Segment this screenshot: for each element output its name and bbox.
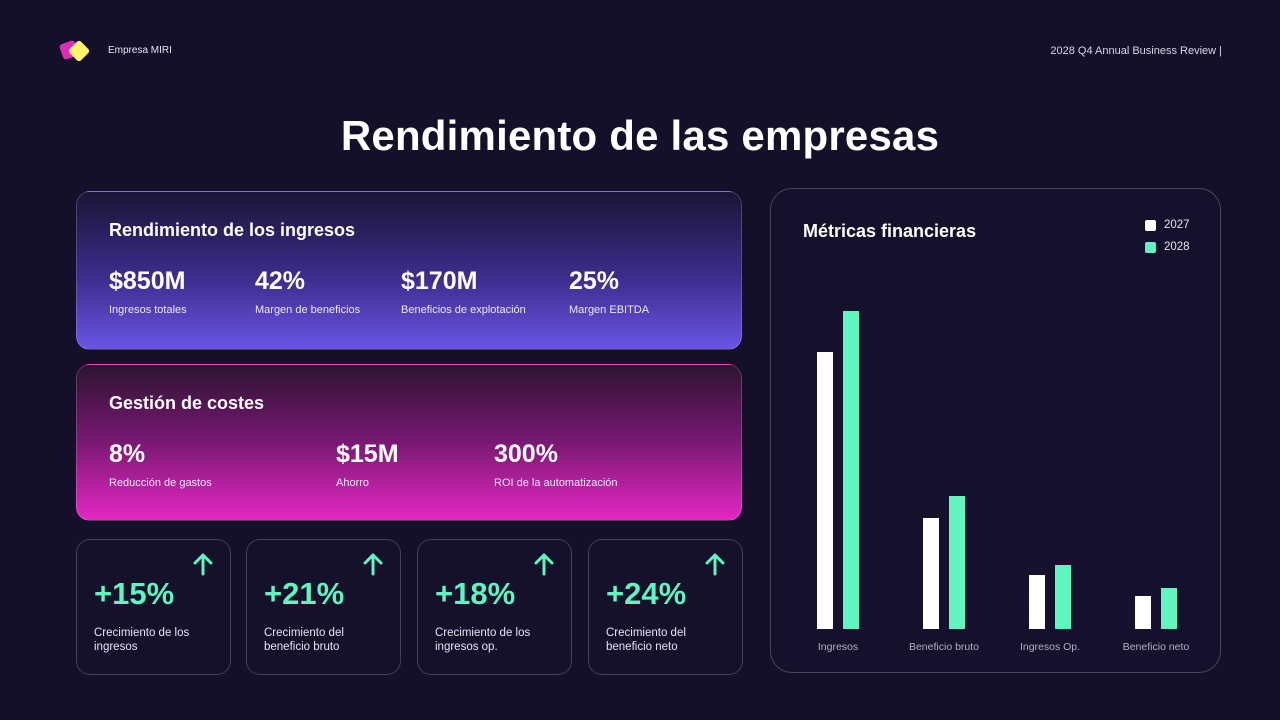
growth-label: Crecimiento del beneficio bruto bbox=[264, 627, 344, 653]
metric-value: $15M bbox=[336, 440, 399, 468]
metric-label: Beneficios de explotación bbox=[401, 304, 526, 316]
bar-2028-ingresos-op- bbox=[1055, 565, 1071, 629]
metric-label: Ahorro bbox=[336, 477, 370, 489]
arrow-up-icon bbox=[705, 553, 725, 576]
growth-value: +15% bbox=[94, 576, 175, 611]
x-axis-label: Ingresos bbox=[817, 641, 859, 653]
bar-2027-ingresos bbox=[817, 352, 833, 629]
metric-label: Reducción de gastos bbox=[109, 477, 212, 489]
metric-ebitda-margin: 25% Margen EBITDA bbox=[569, 266, 649, 316]
metric-expense-reduction: 8% Reducción de gastos bbox=[109, 439, 212, 489]
x-axis-label: Beneficio bruto bbox=[908, 641, 980, 653]
legend-item-2027: 2027 bbox=[1145, 214, 1190, 236]
growth-card-gross-profit: +21% Crecimiento del beneficio bruto bbox=[246, 539, 401, 675]
growth-label: Crecimiento de los ingresos bbox=[94, 627, 190, 653]
growth-label: Crecimiento de los ingresos op. bbox=[435, 627, 531, 653]
metric-value: $850M bbox=[109, 267, 186, 295]
legend-swatch-2027 bbox=[1145, 219, 1156, 231]
arrow-up-icon bbox=[534, 553, 554, 576]
brand-name: Empresa MIRI bbox=[108, 45, 172, 56]
cost-management-card: Gestión de costes 8% Reducción de gastos… bbox=[76, 364, 742, 521]
financial-metrics-chart-card: Métricas financieras 2027 2028 Ingresos B… bbox=[770, 188, 1221, 673]
bar-2027-beneficio-neto bbox=[1135, 596, 1151, 629]
arrow-up-icon bbox=[363, 553, 383, 576]
growth-card-net-profit: +24% Crecimiento del beneficio neto bbox=[588, 539, 743, 675]
revenue-card-title: Rendimiento de los ingresos bbox=[109, 220, 356, 240]
metric-operating-profit: $170M Beneficios de explotación bbox=[401, 266, 526, 316]
bar-2027-ingresos-op- bbox=[1029, 575, 1045, 629]
bar-2027-beneficio-bruto bbox=[923, 518, 939, 629]
legend-label: 2027 bbox=[1164, 219, 1190, 231]
bar-chart-plot: Ingresos Beneficio bruto Ingresos Op. Benef… bbox=[771, 189, 1222, 674]
growth-card-operating-revenue: +18% Crecimiento de los ingresos op. bbox=[417, 539, 572, 675]
cost-card-title: Gestión de costes bbox=[109, 393, 265, 413]
growth-value: +18% bbox=[435, 576, 516, 611]
metric-value: 42% bbox=[255, 267, 306, 295]
metric-label: Margen EBITDA bbox=[569, 304, 650, 316]
metric-label: Ingresos totales bbox=[109, 304, 187, 316]
bar-2028-beneficio-bruto bbox=[949, 496, 965, 629]
metric-value: 8% bbox=[109, 440, 146, 468]
arrow-up-icon bbox=[193, 553, 213, 576]
logo bbox=[58, 38, 98, 66]
growth-label: Crecimiento del beneficio neto bbox=[606, 627, 686, 653]
growth-value: +21% bbox=[264, 576, 345, 611]
legend-item-2028: 2028 bbox=[1145, 236, 1190, 258]
metric-label: ROI de la automatización bbox=[494, 477, 618, 489]
legend-label: 2028 bbox=[1164, 241, 1190, 253]
legend-swatch-2028 bbox=[1145, 241, 1156, 253]
bar-2028-ingresos bbox=[843, 311, 859, 629]
bar-2028-beneficio-neto bbox=[1161, 588, 1177, 629]
growth-value: +24% bbox=[606, 576, 687, 611]
metric-profit-margin: 42% Margen de beneficios bbox=[255, 266, 360, 316]
metric-automation-roi: 300% ROI de la automatización bbox=[494, 439, 618, 489]
metric-total-revenue: $850M Ingresos totales bbox=[109, 266, 187, 316]
x-axis-label: Beneficio neto bbox=[1122, 641, 1190, 653]
metric-value: $170M bbox=[401, 267, 478, 295]
x-axis-label: Ingresos Op. bbox=[1019, 641, 1081, 653]
metric-value: 25% bbox=[569, 267, 620, 295]
metric-savings: $15M Ahorro bbox=[336, 439, 399, 489]
chart-legend: 2027 2028 bbox=[1145, 214, 1190, 258]
chart-title: Métricas financieras bbox=[803, 221, 977, 241]
growth-card-revenue: +15% Crecimiento de los ingresos bbox=[76, 539, 231, 675]
page-title: Rendimiento de las empresas bbox=[340, 112, 940, 159]
revenue-performance-card: Rendimiento de los ingresos $850M Ingres… bbox=[76, 191, 742, 350]
metric-label: Margen de beneficios bbox=[255, 304, 361, 316]
report-title: 2028 Q4 Annual Business Review | bbox=[1050, 45, 1222, 57]
metric-value: 300% bbox=[494, 440, 558, 468]
